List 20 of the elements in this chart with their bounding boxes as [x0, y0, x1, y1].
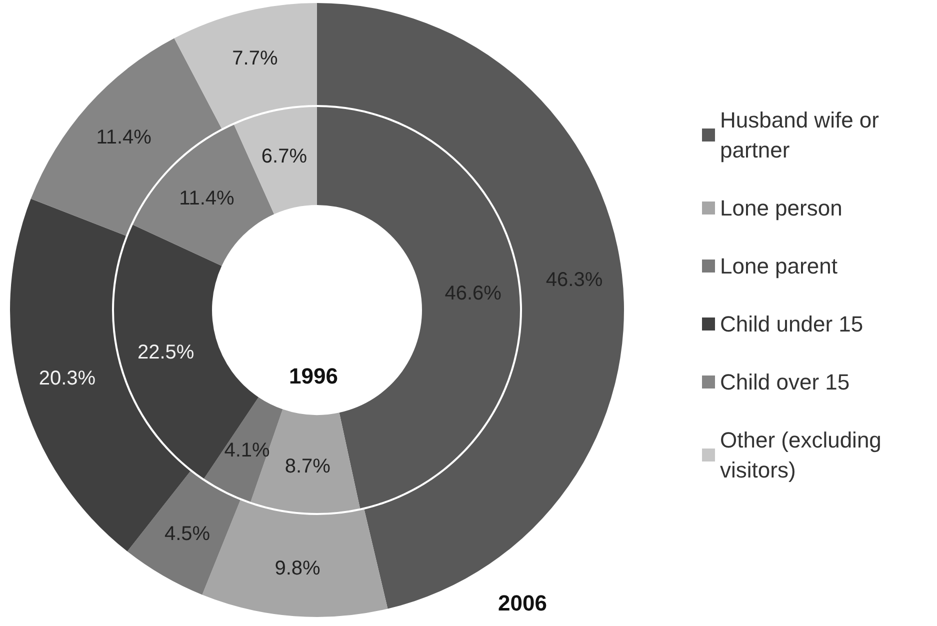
- slice-label: 2006: [498, 590, 547, 616]
- data-label: 46.3%: [546, 268, 603, 291]
- legend-label: Lone person: [720, 196, 842, 220]
- legend-label: Child over 15: [720, 370, 850, 394]
- data-label: 22.5%: [137, 341, 194, 364]
- data-label: 6.7%: [261, 145, 308, 168]
- data-label: 46.6%: [444, 282, 502, 304]
- data-label: 20.3%: [38, 367, 96, 390]
- legend-label: Other (excluding visitors): [720, 428, 888, 482]
- data-label: 7.7%: [232, 48, 278, 70]
- data-label: 4.5%: [164, 523, 210, 546]
- data-label: 11.4%: [96, 126, 152, 149]
- legend-label: Husband wife or partner: [720, 108, 886, 162]
- legend-label: Child under 15: [720, 312, 864, 336]
- data-label: 4.1%: [224, 440, 270, 462]
- legend-label: Lone parent: [720, 254, 838, 278]
- data-label: 9.8%: [274, 557, 320, 580]
- data-label: 11.4%: [179, 187, 235, 210]
- slice-label: 1996: [289, 364, 338, 388]
- data-label: 8.7%: [284, 456, 331, 478]
